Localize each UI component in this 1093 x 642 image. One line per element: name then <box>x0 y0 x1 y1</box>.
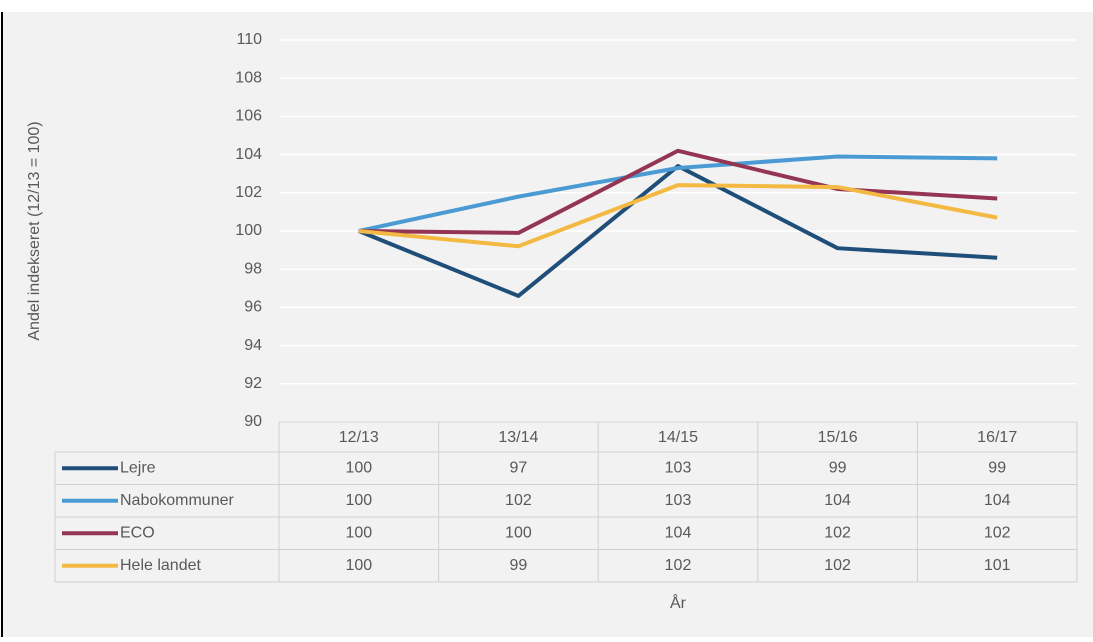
table-value: 100 <box>505 524 532 541</box>
table-value: 104 <box>665 524 692 541</box>
series-line <box>358 183 998 249</box>
table-value: 103 <box>665 459 692 476</box>
y-axis-title: Andel indekseret (12/13 = 100) <box>26 121 43 340</box>
y-tick-label: 96 <box>244 299 262 316</box>
table-value: 97 <box>510 459 528 476</box>
chart-area <box>2 12 1093 637</box>
table-value: 100 <box>345 557 372 574</box>
y-tick-label: 104 <box>235 146 262 163</box>
table-value: 100 <box>345 524 372 541</box>
legend-label: Hele landet <box>120 557 202 574</box>
y-tick-label: 100 <box>235 222 262 239</box>
legend-label: Nabokommuner <box>120 492 235 509</box>
y-tick-label: 94 <box>244 337 262 354</box>
series-line <box>358 154 998 233</box>
y-tick-label: 90 <box>244 413 262 430</box>
legend-label: ECO <box>120 524 155 541</box>
table-value: 102 <box>984 524 1011 541</box>
table-value: 99 <box>829 459 847 476</box>
y-tick-label: 98 <box>244 260 262 277</box>
y-tick-label: 106 <box>235 108 262 125</box>
x-tick-label: 13/14 <box>498 429 538 446</box>
table-value: 100 <box>345 492 372 509</box>
series-line <box>358 148 998 235</box>
table-value: 103 <box>665 492 692 509</box>
x-tick-label: 14/15 <box>658 429 698 446</box>
table-value: 101 <box>984 557 1011 574</box>
y-tick-label: 108 <box>235 69 262 86</box>
x-tick-label: 16/17 <box>977 429 1017 446</box>
table-value: 99 <box>988 459 1006 476</box>
table-value: 102 <box>665 557 692 574</box>
x-axis-title: År <box>670 593 687 612</box>
legend-label: Lejre <box>120 459 156 476</box>
table-value: 104 <box>824 492 851 509</box>
y-tick-label: 92 <box>244 375 262 392</box>
table-value: 99 <box>510 557 528 574</box>
table-value: 102 <box>824 524 851 541</box>
table-value: 100 <box>345 459 372 476</box>
y-tick-label: 110 <box>236 31 262 48</box>
table-value: 104 <box>984 492 1011 509</box>
x-tick-label: 12/13 <box>339 429 379 446</box>
table-value: 102 <box>505 492 532 509</box>
x-tick-label: 15/16 <box>818 429 858 446</box>
y-tick-label: 102 <box>235 184 262 201</box>
table-value: 102 <box>824 557 851 574</box>
